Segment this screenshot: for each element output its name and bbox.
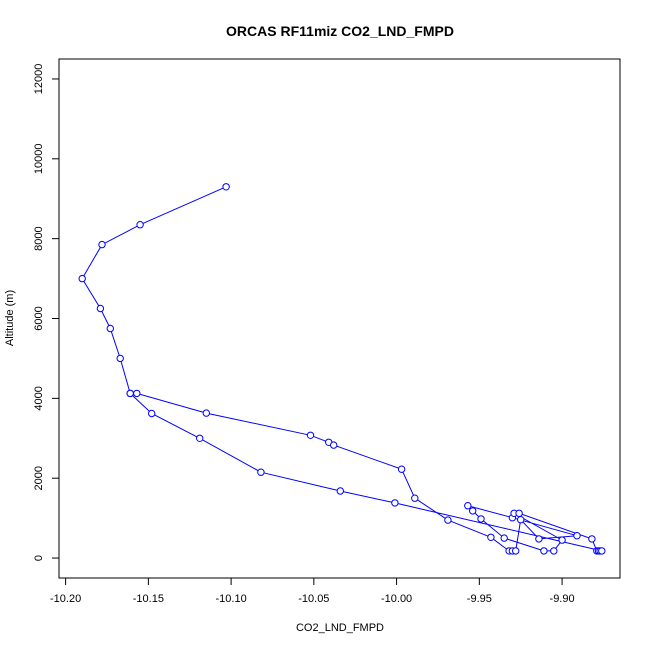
y-tick-label: 6000: [33, 306, 45, 330]
data-point: [487, 533, 495, 541]
data-point: [411, 494, 419, 502]
chart-title: ORCAS RF11miz CO2_LND_FMPD: [226, 23, 454, 39]
data-point: [573, 532, 581, 540]
y-tick-label: 10000: [33, 144, 45, 175]
plot-frame: [58, 58, 621, 579]
data-point: [202, 409, 211, 417]
y-tick-label: 0: [33, 555, 45, 561]
data-point: [469, 507, 477, 515]
data-point: [477, 515, 485, 523]
y-axis: 0 2000 4000 6000 8000 10000 12000: [33, 64, 60, 561]
data-point: [222, 183, 230, 191]
data-point: [598, 547, 606, 555]
data-point: [78, 274, 86, 283]
x-axis: -10.20 -10.15 -10.10 -10.05 -10.00 -9.95 -9.90: [50, 577, 575, 605]
x-tick-label: -10.05: [298, 593, 329, 605]
y-tick-label: 8000: [33, 226, 45, 250]
data-point: [126, 389, 134, 398]
series-layer: [78, 183, 606, 555]
data-point: [517, 516, 525, 524]
data-point: [336, 487, 344, 495]
data-point: [550, 547, 558, 555]
y-axis-label: Altitude (m): [4, 290, 16, 346]
data-point: [306, 431, 315, 439]
data-point: [96, 304, 105, 313]
data-point: [444, 516, 452, 524]
data-point: [588, 535, 596, 543]
data-point: [98, 240, 106, 249]
data-point: [397, 465, 406, 473]
data-point: [558, 536, 566, 544]
data-point: [535, 535, 543, 543]
y-tick-label: 2000: [33, 466, 45, 490]
data-point: [133, 389, 141, 398]
data-point: [464, 502, 472, 510]
y-tick-label: 4000: [33, 386, 45, 410]
data-point: [515, 509, 523, 517]
x-tick-label: -10.00: [381, 593, 412, 605]
x-tick-label: -10.10: [216, 593, 247, 605]
y-tick-label: 12000: [33, 64, 45, 95]
x-tick-label: -10.20: [50, 593, 81, 605]
data-point: [148, 409, 156, 418]
data-point: [106, 324, 115, 333]
x-tick-label: -9.90: [550, 593, 575, 605]
data-point: [330, 441, 338, 449]
data-point: [257, 468, 265, 476]
series-line: [81, 186, 602, 552]
data-point: [500, 534, 508, 542]
data-point: [391, 499, 399, 507]
x-tick-label: -10.15: [133, 593, 164, 605]
x-tick-label: -9.95: [467, 593, 492, 605]
data-point: [136, 221, 144, 229]
data-point: [540, 547, 548, 555]
x-axis-label: CO2_LND_FMPD: [296, 622, 384, 634]
data-point: [196, 434, 204, 442]
data-point: [116, 354, 124, 363]
data-point: [512, 547, 520, 555]
